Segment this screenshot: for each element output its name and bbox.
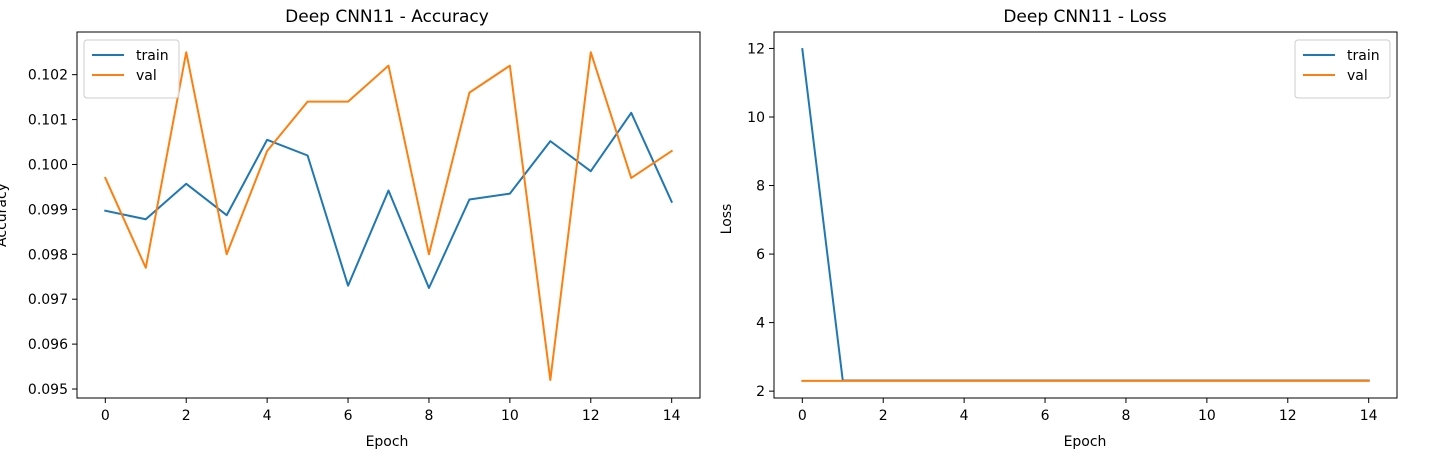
accuracy-y-tick-label: 0.098: [28, 247, 68, 263]
accuracy-chart-title: Deep CNN11 - Accuracy: [285, 7, 489, 27]
accuracy-legend-label-val: val: [136, 68, 157, 84]
accuracy-x-tick-label: 8: [424, 408, 433, 424]
accuracy-x-tick-label: 0: [101, 408, 110, 424]
accuracy-legend-label-train: train: [136, 48, 169, 64]
loss-chart-title: Deep CNN11 - Loss: [1003, 7, 1167, 27]
loss-x-tick-label: 12: [1279, 408, 1297, 424]
loss-x-tick-label: 14: [1360, 408, 1378, 424]
loss-series-train-line: [801, 48, 1370, 382]
accuracy-y-tick-label: 0.097: [28, 292, 68, 308]
loss-x-tick-label: 2: [879, 408, 888, 424]
loss-x-tick-label: 0: [798, 408, 807, 424]
loss-y-tick-label: 6: [756, 247, 765, 263]
loss-y-tick-label: 10: [747, 110, 765, 126]
loss-y-tick-label: 8: [756, 179, 765, 195]
accuracy-plot-frame: [76, 31, 701, 399]
accuracy-series-val-line: [103, 51, 674, 382]
accuracy-y-tick-label: 0.100: [28, 157, 68, 173]
loss-x-tick-label: 6: [1041, 408, 1050, 424]
loss-y-tick-label: 12: [747, 41, 765, 57]
accuracy-y-axis-label: Accuracy: [0, 183, 10, 247]
loss-legend-label-train: train: [1347, 48, 1380, 64]
accuracy-x-axis-label: Epoch: [366, 434, 409, 450]
loss-plot-frame: [773, 31, 1398, 399]
accuracy-y-tick-label: 0.101: [28, 113, 68, 129]
loss-legend: train val: [1294, 39, 1391, 99]
loss-y-tick-label: 4: [756, 316, 765, 332]
accuracy-x-tick-label: 6: [344, 408, 353, 424]
loss-x-tick-label: 10: [1198, 408, 1216, 424]
accuracy-series-train-line: [104, 111, 674, 289]
loss-chart: Deep CNN11 - Loss Epoch Loss 0 2 4 6 8 10 12 14…: [719, 7, 1398, 450]
loss-y-tick-label: 2: [756, 384, 765, 400]
accuracy-x-tick-label: 4: [263, 408, 272, 424]
accuracy-x-tick-label: 10: [501, 408, 519, 424]
loss-x-tick-label: 8: [1121, 408, 1130, 424]
accuracy-y-tick-label: 0.102: [28, 68, 68, 84]
accuracy-y-tick-label: 0.096: [28, 337, 68, 353]
accuracy-y-tick-label: 0.095: [28, 382, 68, 398]
accuracy-chart: Deep CNN11 - Accuracy Epoch Accuracy 0 2 4…: [0, 7, 701, 450]
loss-legend-label-val: val: [1347, 68, 1368, 84]
loss-x-axis-label: Epoch: [1064, 434, 1107, 450]
accuracy-y-tick-label: 0.099: [28, 202, 68, 218]
accuracy-x-tick-label: 2: [182, 408, 191, 424]
accuracy-legend: train val: [83, 39, 180, 99]
loss-x-tick-label: 4: [960, 408, 969, 424]
loss-y-axis-label: Loss: [719, 204, 735, 235]
accuracy-x-tick-label: 12: [582, 408, 600, 424]
accuracy-x-tick-label: 14: [663, 408, 681, 424]
